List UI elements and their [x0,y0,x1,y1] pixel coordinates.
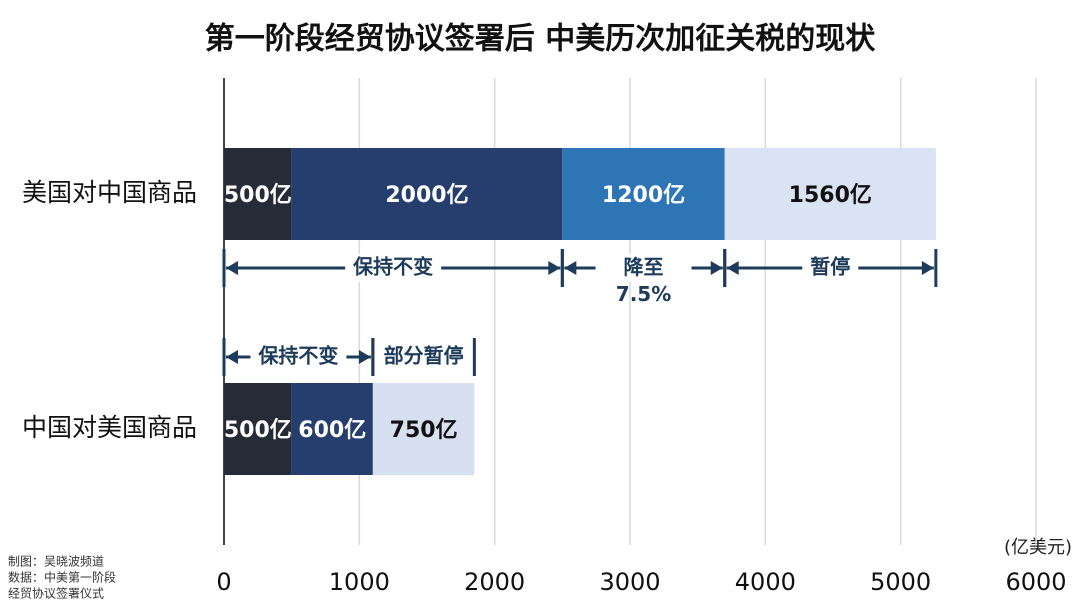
value-label: 750亿 [390,418,458,443]
value-label: 1560亿 [789,183,872,208]
bar-segment [291,148,563,240]
bar-segment [562,148,725,240]
annotation-bg [802,254,859,282]
source-note: 制图：吴晓波频道 [8,555,104,569]
value-label: 500亿 [224,418,292,443]
annotation-label: 保持不变 [257,344,338,368]
x-tick-label: 2000 [464,568,525,596]
annotation-label: 降至 7.5% [616,255,671,306]
bar-segment [224,148,292,240]
x-tick-label: 0 [216,568,231,596]
category-label: 美国对中国商品 [22,178,197,207]
annotation-label: 暂停 [810,255,850,279]
annotation-label: 部分暂停 [384,344,464,368]
source-note: 数据：中美第一阶段 [8,570,116,585]
annotation-label: 保持不变 [352,255,433,279]
arrowhead [710,261,723,275]
bar-segment [224,383,292,475]
annotation-bg [375,343,472,371]
chart-title: 第一阶段经贸协议签署后 中美历次加征关税的现状 [205,22,876,57]
arrowhead [564,261,577,275]
value-label: 1200亿 [602,183,685,208]
bar-segment [372,383,475,475]
value-label: 2000亿 [385,183,468,208]
arrowhead [226,350,238,364]
category-label: 中国对美国商品 [22,413,197,442]
x-tick-label: 4000 [735,568,796,596]
arrowhead [726,261,739,275]
annotation-bg [595,254,692,282]
x-tick-label: 5000 [870,568,931,596]
arrowhead [226,261,238,275]
x-tick-label: 6000 [1005,568,1066,596]
arrowhead [358,350,371,364]
x-tick-label: 1000 [329,568,390,596]
bar-segment [724,148,936,240]
value-label: 600亿 [298,418,366,443]
arrowhead [548,261,561,275]
arrowhead [921,261,934,275]
annotation-bg [345,254,442,282]
annotation-bg [250,343,347,371]
value-label: 500亿 [224,183,292,208]
bar-segment [291,383,373,475]
x-unit: (亿美元) [1004,537,1072,558]
x-tick-label: 3000 [599,568,660,596]
source-note: 经贸协议签署仪式 [8,586,104,601]
